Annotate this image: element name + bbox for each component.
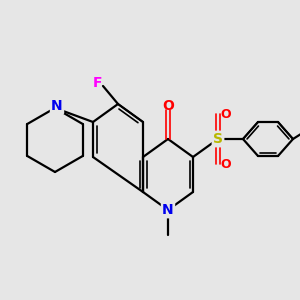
Text: N: N <box>51 99 63 113</box>
Text: N: N <box>162 203 174 217</box>
Text: F: F <box>93 76 103 90</box>
Text: O: O <box>221 107 231 121</box>
Text: S: S <box>213 132 223 146</box>
Text: O: O <box>221 158 231 170</box>
Text: O: O <box>162 99 174 113</box>
